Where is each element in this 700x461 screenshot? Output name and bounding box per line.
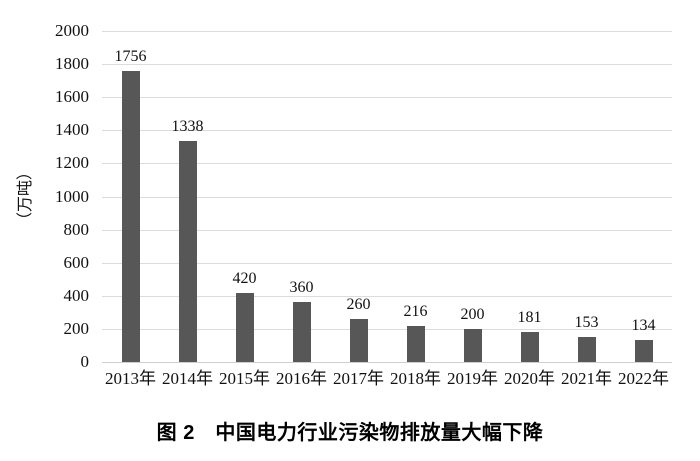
bar-value-label: 260	[346, 295, 371, 313]
gridline	[102, 196, 672, 198]
y-tick-label: 2000	[55, 21, 89, 40]
y-tick-label: 1800	[55, 54, 89, 74]
bar-value-label: 153	[574, 313, 599, 331]
bar	[634, 339, 653, 362]
gridline	[102, 328, 672, 330]
bar	[463, 328, 482, 362]
gridline	[102, 229, 672, 231]
gridline	[102, 64, 672, 66]
y-tick-label: 1000	[55, 186, 89, 206]
y-tick-label: 600	[63, 252, 90, 272]
y-tick-label: 1400	[55, 120, 89, 140]
y-tick-label: 200	[63, 318, 90, 338]
bar	[577, 336, 596, 362]
bar-value-label: 200	[460, 305, 485, 323]
bar	[406, 326, 425, 362]
y-tick-label: 1600	[55, 87, 89, 107]
bar	[292, 302, 311, 362]
gridline	[102, 295, 672, 297]
x-tick-label: 2017年	[333, 369, 384, 388]
figure-caption: 图 2 中国电力行业污染物排放量大幅下降	[156, 422, 544, 444]
x-tick-label: 2019年	[447, 369, 498, 388]
bar-value-label: 181	[517, 309, 542, 327]
bar	[520, 332, 539, 362]
bar	[121, 71, 140, 362]
bar	[178, 140, 197, 362]
x-tick-label: 2021年	[561, 369, 612, 388]
bar-value-label: 1338	[171, 117, 204, 135]
x-tick-label: 2016年	[276, 369, 327, 388]
x-tick-label: 2022年	[618, 369, 669, 388]
x-tick-label: 2014年	[162, 369, 213, 388]
gridline	[102, 97, 672, 99]
y-tick-label: 0	[80, 352, 90, 371]
x-tick-label: 2015年	[219, 369, 270, 388]
gridline	[102, 163, 672, 165]
bar-value-label: 216	[403, 303, 428, 321]
bar-value-label: 420	[232, 269, 257, 287]
y-tick-label: 400	[63, 285, 90, 305]
plot-area: 0 200 400 600 800 1000 1200 1400 1600 1800 2000 175…	[55, 21, 672, 388]
bar	[349, 318, 368, 362]
bar-value-label: 360	[289, 279, 314, 297]
gridline	[102, 130, 672, 132]
y-axis-title: （万吨）	[17, 164, 34, 229]
gridline	[102, 262, 672, 264]
bar-value-label: 1756	[114, 48, 147, 66]
gridline	[102, 31, 672, 32]
x-tick-label: 2018年	[390, 369, 441, 388]
y-tick-label: 1200	[55, 153, 89, 173]
y-tick-label: 800	[63, 219, 90, 239]
gridline	[102, 362, 672, 363]
x-tick-label: 2020年	[504, 369, 555, 388]
bar	[235, 292, 254, 362]
bar-value-label: 134	[631, 316, 656, 334]
x-tick-label: 2013年	[105, 369, 156, 388]
